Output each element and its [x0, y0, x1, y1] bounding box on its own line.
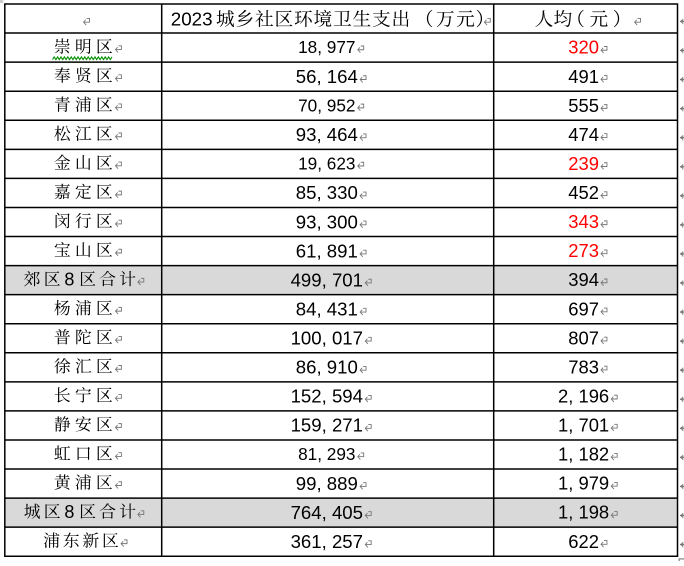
svg-text:807: 807: [568, 327, 599, 348]
svg-text:8: 8: [64, 269, 74, 289]
svg-text:99, 889: 99, 889: [296, 473, 358, 494]
svg-text:491: 491: [568, 66, 599, 87]
svg-text:320: 320: [568, 37, 599, 58]
svg-text:343: 343: [568, 211, 599, 232]
svg-text:84, 431: 84, 431: [296, 298, 358, 319]
svg-text:474: 474: [568, 124, 599, 145]
svg-text:555: 555: [568, 95, 599, 116]
svg-text:81, 293: 81, 293: [298, 444, 355, 464]
svg-text:93, 300: 93, 300: [296, 211, 358, 232]
svg-text:1, 182: 1, 182: [558, 444, 609, 465]
svg-text:152, 594: 152, 594: [291, 386, 363, 407]
svg-text:93, 464: 93, 464: [296, 124, 358, 145]
svg-text:70, 952: 70, 952: [298, 95, 355, 115]
svg-text:86, 910: 86, 910: [296, 357, 358, 378]
svg-text:85, 330: 85, 330: [296, 182, 358, 203]
svg-text:622: 622: [568, 531, 599, 552]
svg-text:100, 017: 100, 017: [291, 328, 363, 349]
svg-text:499, 701: 499, 701: [291, 269, 363, 290]
svg-text:394: 394: [568, 269, 599, 290]
svg-text:273: 273: [568, 240, 599, 261]
svg-text:1, 198: 1, 198: [558, 502, 609, 523]
svg-text:239: 239: [568, 153, 599, 174]
svg-text:783: 783: [568, 356, 599, 377]
svg-text:452: 452: [568, 182, 599, 203]
svg-text:19, 623: 19, 623: [298, 153, 355, 173]
svg-text:18, 977: 18, 977: [298, 37, 355, 57]
svg-text:56, 164: 56, 164: [296, 66, 358, 87]
svg-text:697: 697: [568, 298, 599, 319]
svg-text:1, 979: 1, 979: [558, 473, 609, 494]
svg-text:2023: 2023: [171, 9, 213, 30]
svg-text:361, 257: 361, 257: [291, 531, 363, 552]
svg-text:2, 196: 2, 196: [558, 385, 609, 406]
svg-text:61, 891: 61, 891: [296, 240, 358, 261]
svg-text:1, 701: 1, 701: [558, 415, 609, 436]
svg-text:159, 271: 159, 271: [291, 415, 363, 436]
svg-text:8: 8: [64, 502, 74, 522]
svg-text:764, 405: 764, 405: [291, 502, 363, 523]
